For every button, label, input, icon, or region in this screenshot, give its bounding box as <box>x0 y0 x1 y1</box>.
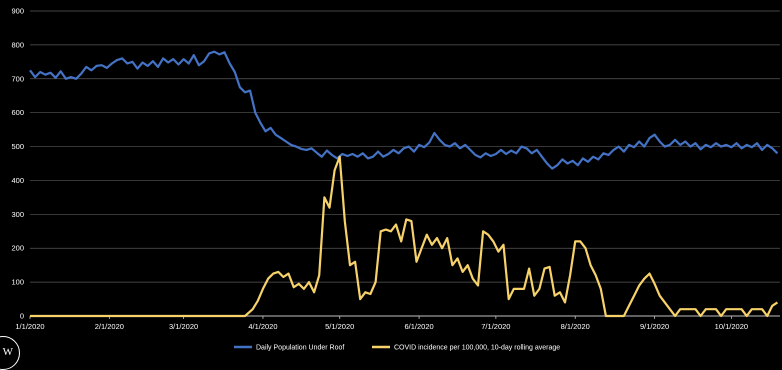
legend: Daily Population Under Roof COVID incide… <box>234 345 560 352</box>
y-tick-label: 400 <box>11 176 24 185</box>
x-tick-label: 10/1/2020 <box>715 322 748 331</box>
line-chart: 0 100 200 300 400 500 600 700 800 900 1/1/2020 2/1… <box>11 7 780 352</box>
x-tick-label: 9/1/2020 <box>640 322 669 331</box>
y-tick-label: 600 <box>11 108 24 117</box>
x-tick-label: 4/1/2020 <box>248 322 277 331</box>
y-tick-label: 0 <box>20 312 24 321</box>
series-line-population <box>29 50 779 170</box>
x-tick-label: 7/1/2020 <box>481 322 510 331</box>
x-axis: 1/1/2020 2/1/2020 3/1/2020 4/1/2020 5/1/2020… <box>15 316 748 331</box>
series-line-covid <box>30 155 779 318</box>
y-tick-label: 300 <box>11 210 24 219</box>
x-tick-label: 6/1/2020 <box>404 322 433 331</box>
y-tick-label: 100 <box>11 278 24 287</box>
x-tick-label: 1/1/2020 <box>15 322 44 331</box>
y-tick-label: 200 <box>11 244 24 253</box>
x-tick-label: 8/1/2020 <box>561 322 590 331</box>
y-tick-label: 700 <box>11 74 24 83</box>
x-tick-label: 5/1/2020 <box>325 322 354 331</box>
y-tick-label: 500 <box>11 142 24 151</box>
gridlines <box>30 10 780 317</box>
x-tick-label: 3/1/2020 <box>169 322 198 331</box>
x-tick-label: 2/1/2020 <box>95 322 124 331</box>
y-tick-label: 800 <box>11 40 24 49</box>
y-tick-label: 900 <box>11 7 24 16</box>
y-axis: 0 100 200 300 400 500 600 700 800 900 <box>11 7 24 321</box>
plot-area <box>29 50 779 318</box>
legend-label-covid: COVID incidence per 100,000, 10-day roll… <box>394 345 560 352</box>
legend-label-population: Daily Population Under Roof <box>256 345 344 352</box>
